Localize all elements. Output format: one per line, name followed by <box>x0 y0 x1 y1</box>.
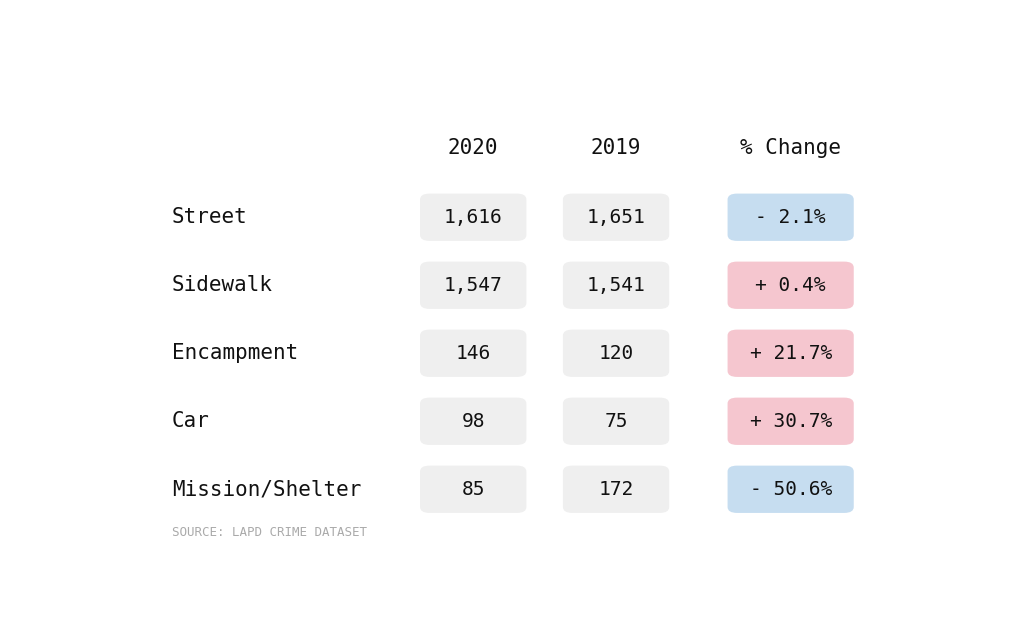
Text: 98: 98 <box>462 412 485 431</box>
FancyBboxPatch shape <box>728 330 854 377</box>
FancyBboxPatch shape <box>420 193 526 241</box>
Text: + 30.7%: + 30.7% <box>750 412 831 431</box>
FancyBboxPatch shape <box>563 262 670 309</box>
Text: Encampment: Encampment <box>172 343 298 364</box>
Text: 75: 75 <box>604 412 628 431</box>
Text: 120: 120 <box>598 344 634 363</box>
FancyBboxPatch shape <box>728 193 854 241</box>
Text: 1,541: 1,541 <box>587 276 645 295</box>
Text: Car: Car <box>172 412 210 431</box>
Text: 1,651: 1,651 <box>587 208 645 227</box>
Text: - 2.1%: - 2.1% <box>756 208 826 227</box>
Text: + 21.7%: + 21.7% <box>750 344 831 363</box>
FancyBboxPatch shape <box>563 466 670 513</box>
FancyBboxPatch shape <box>420 397 526 445</box>
Text: SOURCE: LAPD CRIME DATASET: SOURCE: LAPD CRIME DATASET <box>172 526 367 539</box>
FancyBboxPatch shape <box>420 262 526 309</box>
FancyBboxPatch shape <box>563 397 670 445</box>
Text: + 0.4%: + 0.4% <box>756 276 826 295</box>
Text: - 50.6%: - 50.6% <box>750 480 831 499</box>
Text: Sidewalk: Sidewalk <box>172 275 272 295</box>
FancyBboxPatch shape <box>563 330 670 377</box>
Text: 1,616: 1,616 <box>443 208 503 227</box>
Text: 85: 85 <box>462 480 485 499</box>
Text: 1,547: 1,547 <box>443 276 503 295</box>
Text: Street: Street <box>172 207 248 227</box>
FancyBboxPatch shape <box>728 397 854 445</box>
FancyBboxPatch shape <box>420 466 526 513</box>
Text: 2020: 2020 <box>447 138 499 158</box>
Text: % Change: % Change <box>740 138 841 158</box>
Text: 2019: 2019 <box>591 138 641 158</box>
FancyBboxPatch shape <box>563 193 670 241</box>
Text: 172: 172 <box>598 480 634 499</box>
FancyBboxPatch shape <box>420 330 526 377</box>
Text: 146: 146 <box>456 344 490 363</box>
FancyBboxPatch shape <box>728 262 854 309</box>
FancyBboxPatch shape <box>728 466 854 513</box>
Text: Mission/Shelter: Mission/Shelter <box>172 479 361 499</box>
